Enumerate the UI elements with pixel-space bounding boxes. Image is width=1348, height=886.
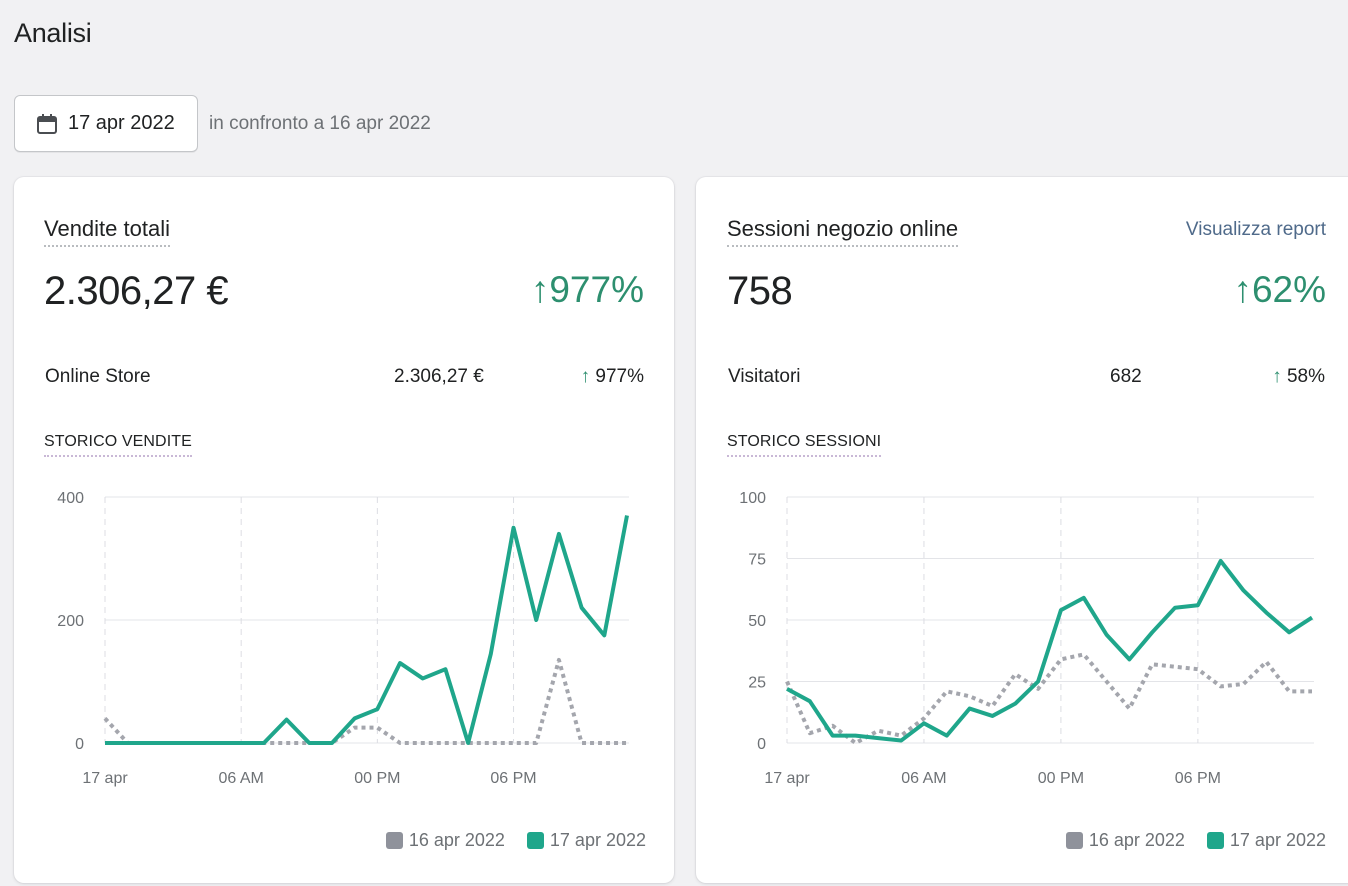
- y-tick-label: 0: [757, 736, 766, 753]
- date-picker-label: 17 apr 2022: [68, 112, 175, 134]
- date-picker-button[interactable]: 17 apr 2022: [14, 95, 198, 152]
- y-tick-label: 75: [748, 552, 766, 569]
- online-sessions-card: Sessioni negozio online Visualizza repor…: [696, 177, 1348, 883]
- y-tick-label: 50: [748, 613, 766, 630]
- visitors-row-value: 682: [1110, 366, 1142, 387]
- total-sales-card: Vendite totali 2.306,27 € ↑977% Online S…: [14, 177, 674, 883]
- legend-label-current: 17 apr 2022: [1229, 830, 1326, 850]
- visitors-row-change: ↑ 58%: [1272, 366, 1325, 387]
- visitors-row-label: Visitatori: [728, 366, 801, 387]
- x-tick-label: 06 PM: [1175, 770, 1221, 787]
- sales-chart-legend: 16 apr 2022 17 apr 2022: [385, 830, 646, 851]
- legend-swatch-current: [526, 832, 544, 849]
- series-line-current: [786, 558, 1314, 743]
- x-tick-label: 06 PM: [490, 770, 536, 787]
- online-sessions-value: 758: [727, 269, 793, 313]
- legend-label-previous: 16 apr 2022: [1088, 830, 1185, 850]
- total-sales-value: 2.306,27 €: [44, 269, 229, 313]
- y-tick-label: 0: [75, 736, 84, 753]
- series-line-previous: [103, 657, 627, 745]
- sales-row-label: Online Store: [45, 366, 151, 387]
- sales-row-change: ↑ 977%: [580, 366, 644, 387]
- legend-label-current: 17 apr 2022: [549, 830, 646, 850]
- legend-swatch-previous: [1065, 832, 1083, 849]
- sessions-history-title[interactable]: STORICO SESSIONI: [727, 433, 882, 457]
- online-sessions-change: ↑62%: [1233, 269, 1326, 310]
- arrow-up-icon: ↑: [1272, 366, 1282, 387]
- arrow-up-icon: ↑: [1233, 269, 1252, 310]
- view-report-link[interactable]: Visualizza report: [1185, 219, 1326, 240]
- legend-label-previous: 16 apr 2022: [408, 830, 505, 850]
- total-sales-change: ↑977%: [530, 269, 644, 310]
- calendar-icon: [37, 113, 57, 134]
- series-line-current: [105, 515, 629, 745]
- arrow-up-icon: ↑: [580, 366, 591, 387]
- sessions-chart-legend: 16 apr 2022 17 apr 2022: [1065, 830, 1326, 851]
- y-tick-label: 25: [748, 675, 766, 692]
- x-tick-label: 17 apr: [764, 770, 810, 787]
- x-tick-label: 06 AM: [901, 770, 946, 787]
- total-sales-title[interactable]: Vendite totali: [44, 216, 170, 247]
- page-title: Analisi: [14, 18, 92, 48]
- series-line-previous: [785, 652, 1312, 745]
- online-sessions-title[interactable]: Sessioni negozio online: [727, 216, 959, 247]
- arrow-up-icon: ↑: [530, 269, 550, 310]
- x-tick-label: 00 PM: [1038, 770, 1084, 787]
- x-tick-label: 17 apr: [82, 770, 128, 787]
- y-tick-label: 200: [57, 613, 84, 630]
- x-tick-label: 00 PM: [354, 770, 400, 787]
- sales-row-value: 2.306,27 €: [394, 366, 484, 387]
- sessions-history-chart: 0 25 50 75 100 17 apr 06 AM 00 PM 06 PM: [739, 490, 1314, 787]
- sales-history-title[interactable]: STORICO VENDITE: [44, 433, 192, 457]
- comparison-text: in confronto a 16 apr 2022: [209, 113, 431, 134]
- y-tick-label: 100: [739, 490, 766, 507]
- y-tick-label: 400: [57, 490, 84, 507]
- sales-history-chart: 0 200 400 17 apr 06 AM 00 PM 06 PM: [57, 490, 629, 787]
- legend-swatch-previous: [385, 832, 403, 849]
- x-tick-label: 06 AM: [218, 770, 263, 787]
- legend-swatch-current: [1206, 832, 1224, 849]
